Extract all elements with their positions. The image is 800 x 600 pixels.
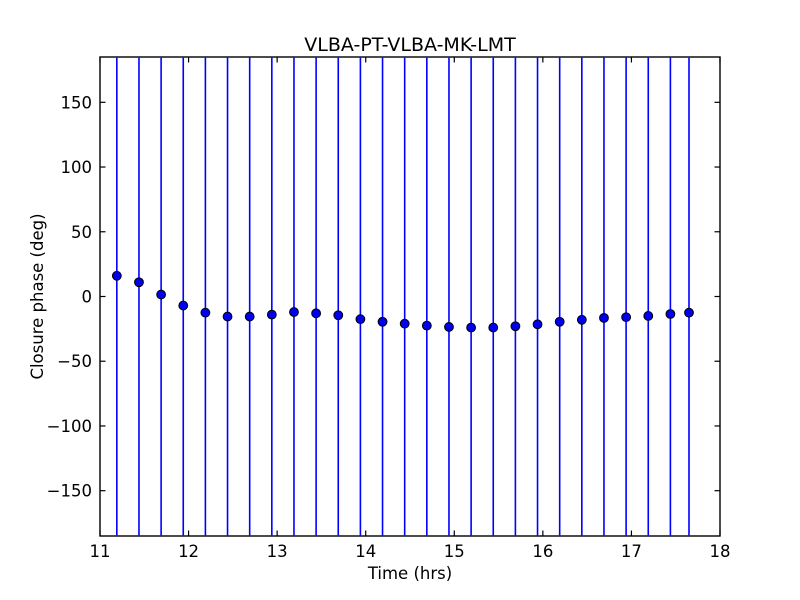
data-point: [621, 312, 632, 323]
data-point: [510, 321, 521, 332]
y-tick-label: 150: [61, 93, 93, 112]
data-points-group: [111, 270, 694, 333]
axis-ticks-group: [99, 57, 721, 536]
data-point: [355, 314, 366, 325]
x-tick-label: 14: [355, 542, 376, 561]
data-point: [643, 311, 654, 321]
x-tick-label: 18: [710, 542, 731, 561]
data-point: [311, 308, 322, 319]
data-point: [599, 312, 609, 323]
data-point: [156, 289, 167, 300]
x-tick-label: 17: [621, 542, 642, 561]
data-point: [421, 320, 432, 331]
data-point: [532, 319, 543, 330]
data-point: [554, 316, 565, 327]
error-bars-group: [116, 57, 690, 536]
data-point: [665, 309, 676, 319]
y-tick-label: 50: [71, 223, 92, 242]
tick-labels-group: 11 12 13 14 15 16 17 18 150 100 50 0 −50 −100 −150: [47, 93, 731, 561]
data-point: [178, 300, 189, 311]
data-point: [134, 277, 144, 288]
data-point: [244, 311, 255, 322]
x-tick-label: 12: [178, 542, 199, 561]
x-tick-label: 16: [532, 542, 553, 561]
data-point: [222, 311, 233, 322]
data-point: [466, 322, 477, 333]
data-point: [684, 307, 694, 318]
y-axis-label: Closure phase (deg): [28, 213, 47, 379]
data-point: [200, 307, 211, 318]
y-tick-label: −50: [57, 352, 92, 371]
data-point: [576, 314, 587, 325]
x-tick-label: 13: [267, 542, 288, 561]
y-tick-label: −150: [47, 482, 92, 501]
x-tick-label: 15: [444, 542, 465, 561]
data-point: [444, 322, 454, 332]
x-tick-label: 11: [90, 542, 111, 561]
data-point: [377, 316, 388, 327]
data-point: [399, 318, 410, 329]
y-tick-label: 100: [61, 158, 93, 177]
y-tick-label: 0: [82, 288, 93, 307]
data-point: [111, 270, 122, 281]
data-point: [333, 310, 344, 321]
plot-frame: [99, 56, 721, 537]
x-axis-label: Time (hrs): [367, 564, 452, 583]
data-point: [488, 322, 499, 333]
data-point: [266, 309, 277, 320]
plot-title: VLBA-PT-VLBA-MK-LMT: [304, 34, 516, 56]
y-tick-label: −100: [47, 417, 92, 436]
data-point: [289, 307, 299, 317]
